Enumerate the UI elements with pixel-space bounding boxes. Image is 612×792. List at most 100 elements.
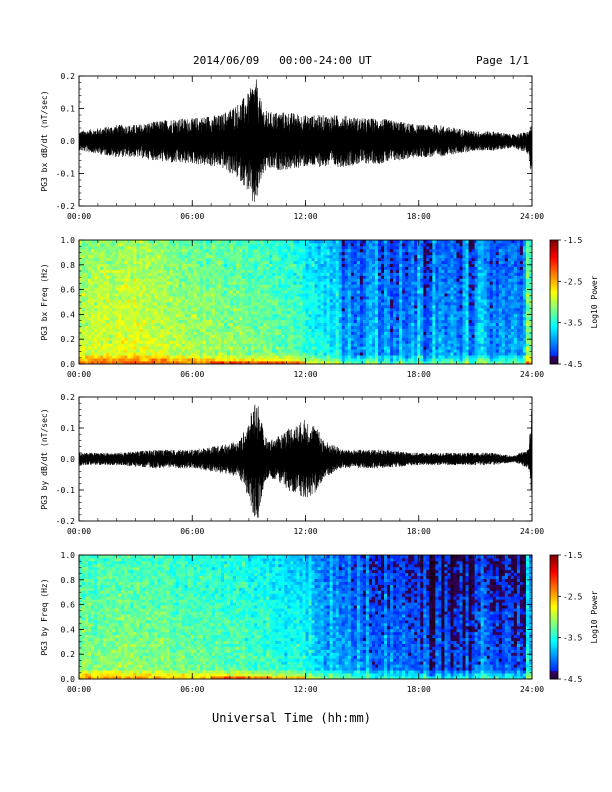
heat-cell xyxy=(293,284,297,288)
heat-cell xyxy=(414,240,418,244)
heat-cell xyxy=(233,284,237,288)
heat-cell xyxy=(109,296,113,300)
heat-cell xyxy=(317,343,321,347)
heat-cell xyxy=(184,331,189,335)
heat-cell xyxy=(347,316,352,321)
heat-cell xyxy=(205,269,210,273)
heat-cell xyxy=(359,275,364,279)
heat-cell xyxy=(317,266,321,270)
heat-cell xyxy=(100,251,104,256)
heat-cell xyxy=(387,343,391,347)
heat-cell xyxy=(405,352,409,356)
heat-cell xyxy=(220,334,225,338)
heat-cell xyxy=(100,331,104,335)
heat-cell xyxy=(148,278,152,282)
heat-cell xyxy=(408,352,412,356)
heat-cell xyxy=(299,287,303,291)
heat-cell xyxy=(341,316,346,321)
heat-cell xyxy=(377,358,382,362)
heat-cell xyxy=(356,266,361,270)
heat-cell xyxy=(230,337,234,341)
heat-cell xyxy=(390,296,394,300)
heat-cell xyxy=(411,296,415,300)
heat-cell xyxy=(217,346,222,350)
heat-cell xyxy=(371,278,376,282)
heat-cell xyxy=(157,349,161,353)
heat-cell xyxy=(230,290,234,294)
heat-cell xyxy=(344,302,349,306)
heat-cell xyxy=(272,328,276,332)
heat-cell xyxy=(350,322,355,327)
heat-cell xyxy=(411,328,415,332)
heat-cell xyxy=(211,319,216,324)
heat-cell xyxy=(284,257,288,262)
heat-cell xyxy=(211,352,216,356)
heat-cell xyxy=(184,307,189,312)
heat-cell xyxy=(420,266,424,270)
heat-cell xyxy=(85,355,89,359)
heat-cell xyxy=(254,240,258,244)
heat-cell xyxy=(248,240,252,244)
heat-cell xyxy=(371,269,376,273)
heat-cell xyxy=(187,325,192,329)
heat-cell xyxy=(305,304,309,309)
heat-cell xyxy=(272,346,276,350)
heat-cell xyxy=(359,346,364,350)
heat-cell xyxy=(154,245,158,250)
heat-cell xyxy=(326,355,331,359)
heat-cell xyxy=(266,257,270,262)
heat-cell xyxy=(202,248,207,253)
heat-cell xyxy=(417,307,421,312)
heat-cell xyxy=(275,331,279,335)
heat-cell xyxy=(344,240,349,244)
heat-cell xyxy=(157,287,161,291)
heat-cell xyxy=(157,316,161,321)
heat-cell xyxy=(257,278,261,282)
heat-cell xyxy=(296,313,300,318)
heat-cell xyxy=(217,281,222,285)
heat-cell xyxy=(181,349,186,353)
heat-cell xyxy=(278,307,282,312)
heat-cell xyxy=(193,287,198,291)
heat-cell xyxy=(142,334,146,338)
heat-cell xyxy=(148,290,152,294)
heat-cell xyxy=(350,296,355,300)
heat-cell xyxy=(193,331,198,335)
heat-cell xyxy=(278,319,282,324)
heat-cell xyxy=(88,340,92,344)
heat-cell xyxy=(193,334,198,338)
heat-cell xyxy=(275,293,279,297)
heat-cell xyxy=(178,331,183,335)
heat-cell xyxy=(426,316,430,321)
heat-cell xyxy=(359,296,364,300)
heat-cell xyxy=(223,245,228,250)
heat-cell xyxy=(184,349,189,353)
heat-cell xyxy=(214,307,219,312)
heat-cell xyxy=(79,316,83,321)
heat-cell xyxy=(208,242,213,247)
heat-cell xyxy=(299,316,303,321)
heat-cell xyxy=(85,316,89,321)
heat-cell xyxy=(187,316,192,321)
heat-cell xyxy=(257,307,261,312)
heat-cell xyxy=(396,281,400,285)
heat-cell xyxy=(257,316,261,321)
heat-cell xyxy=(118,290,122,294)
heat-cell xyxy=(121,251,125,256)
heat-cell xyxy=(94,269,98,273)
heat-cell xyxy=(112,352,116,356)
heat-cell xyxy=(184,275,189,279)
heat-cell xyxy=(118,355,122,359)
heat-cell xyxy=(347,313,352,318)
heat-cell xyxy=(97,334,101,338)
heat-cell xyxy=(405,299,409,303)
heat-cell xyxy=(329,287,334,291)
heat-cell xyxy=(103,334,107,338)
heat-cell xyxy=(305,293,309,297)
heat-cell xyxy=(142,337,146,341)
heat-cell xyxy=(329,302,334,306)
heat-cell xyxy=(326,313,331,318)
heat-cell xyxy=(196,302,201,306)
heat-cell xyxy=(100,313,104,318)
heat-cell xyxy=(405,349,409,353)
